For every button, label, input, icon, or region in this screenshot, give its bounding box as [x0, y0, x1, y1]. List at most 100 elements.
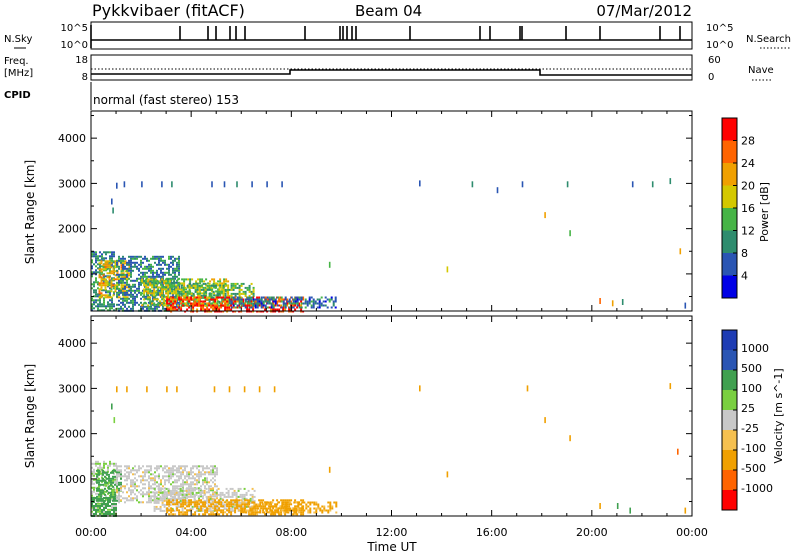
velocity-cell: [163, 493, 166, 496]
velocity-cell: [97, 462, 99, 465]
power-cell: [238, 300, 241, 303]
power-cell: [188, 282, 191, 285]
power-cell: [219, 284, 222, 287]
velocity-cell: [241, 495, 244, 498]
power-cell: [156, 263, 158, 266]
velocity-cell: [104, 499, 106, 502]
power-cell: [221, 288, 224, 291]
power-cell: [182, 302, 185, 305]
power-cell: [114, 286, 117, 289]
power-cell: [124, 299, 126, 302]
velocity-cell: [329, 505, 332, 508]
velocity-cell: [305, 505, 308, 508]
velocity-cell: [248, 511, 251, 514]
velocity-cell: [176, 481, 178, 484]
power-cell: [170, 306, 173, 309]
power-cell: [188, 286, 191, 289]
power-cell: [170, 304, 173, 307]
power-cell: [138, 273, 140, 276]
power-cell: [167, 280, 170, 283]
velocity-cell: [293, 501, 296, 504]
power-cell: [97, 299, 99, 302]
power-cell: [120, 266, 123, 269]
power-cell: [183, 282, 186, 285]
velocity-cell: [162, 467, 164, 470]
velocity-cell: [108, 487, 110, 490]
velocity-cell: [307, 501, 310, 504]
velocity-cell: [111, 462, 113, 465]
power-cell: [124, 305, 126, 308]
velocity-cell: [142, 495, 144, 498]
power-cell: [230, 288, 233, 291]
velocity-cell: [271, 511, 274, 514]
power-cell: [161, 284, 164, 287]
power-cell: [264, 304, 267, 307]
velocity-cell: [128, 473, 130, 476]
power-cell: [97, 271, 99, 274]
power-cell: [122, 290, 125, 293]
power-cell: [130, 257, 132, 260]
power-cell: [302, 302, 305, 305]
power-cell: [256, 304, 259, 307]
power-cell: [246, 306, 249, 309]
power-cell: [126, 297, 128, 300]
velocity-cell: [107, 468, 109, 471]
power-cell: [147, 286, 150, 289]
power-cell: [159, 292, 162, 295]
power-cell: [100, 280, 103, 283]
velocity-cell: [259, 503, 262, 506]
velocity-cell: [93, 486, 95, 489]
power-cell: [128, 259, 130, 262]
power-cell: [189, 280, 192, 283]
power-cell: [116, 287, 118, 290]
power-cell: [186, 296, 189, 299]
power-cell: [262, 304, 265, 307]
power-cell: [100, 270, 103, 273]
velocity-cell: [208, 489, 210, 492]
velocity-cell: [198, 487, 200, 490]
velocity-cell: [120, 483, 122, 486]
velocity-cell: [208, 513, 211, 516]
power-cell: [180, 302, 183, 305]
velocity-cell: [243, 487, 246, 490]
power-cell: [250, 282, 253, 285]
velocity-point: [146, 386, 148, 393]
velocity-cell: [216, 485, 218, 488]
power-cell: [152, 307, 154, 310]
power-cell: [106, 276, 109, 279]
velocity-cell: [91, 505, 93, 507]
velocity-cell: [184, 477, 186, 480]
power-cell: [97, 309, 99, 312]
velocity-cell: [144, 475, 146, 478]
power-point: [328, 261, 331, 268]
velocity-cell: [91, 494, 93, 497]
power-cell: [112, 272, 115, 275]
power-cell: [288, 298, 291, 301]
velocity-cell: [162, 485, 164, 488]
velocity-cell: [179, 487, 182, 490]
velocity-cell: [212, 465, 214, 468]
power-cell: [180, 284, 183, 287]
velocity-cell: [128, 487, 130, 490]
power-cell: [210, 292, 213, 295]
power-cell: [188, 284, 191, 287]
power-cell: [222, 298, 225, 301]
velocity-cell: [132, 489, 134, 492]
velocity-cell: [176, 507, 179, 510]
power-cell: [100, 296, 103, 299]
power-point: [281, 181, 283, 188]
velocity-cell: [98, 485, 100, 488]
velocity-cell: [168, 505, 171, 508]
power-cell: [227, 280, 230, 283]
power-cell: [183, 296, 186, 299]
power-cell: [111, 255, 113, 258]
velocity-cell: [174, 493, 176, 496]
power-cell: [316, 306, 319, 309]
power-cell: [124, 267, 126, 270]
velocity-cell: [181, 507, 184, 510]
power-cell: [101, 265, 103, 268]
power-cell: [160, 259, 162, 262]
power-cell: [216, 298, 219, 301]
power-cell: [182, 298, 185, 301]
velocity-colorbar-tick-label: 1000: [741, 342, 769, 355]
